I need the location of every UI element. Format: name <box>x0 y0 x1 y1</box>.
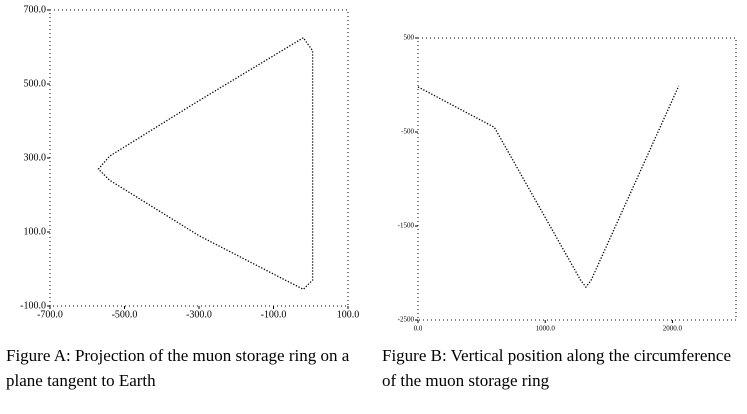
y-tick-label: -2500 <box>398 316 415 324</box>
caption-a: Figure A: Projection of the muon storage… <box>6 346 350 390</box>
y-tick-label: 300.0 <box>24 152 47 163</box>
y-tick-label: 100.0 <box>24 226 47 237</box>
caption-b: Figure B: Vertical position along the ci… <box>382 346 732 390</box>
y-tick-label: -1500 <box>398 222 415 230</box>
x-tick-label: -300.0 <box>186 309 212 320</box>
y-tick-label: -100.0 <box>20 300 46 311</box>
y-tick-label: -500 <box>401 128 414 136</box>
x-tick-label: 2000.0 <box>663 325 683 333</box>
plot-frame <box>49 9 349 307</box>
y-tick-label: 700.0 <box>24 4 47 15</box>
x-tick-label: 0.0 <box>414 325 423 333</box>
x-tick-label: -700.0 <box>37 309 63 320</box>
x-tick-label: 100.0 <box>337 309 360 320</box>
data-line <box>417 85 680 289</box>
x-tick-label: -500.0 <box>112 309 138 320</box>
plot-frame <box>417 37 737 321</box>
y-tick-label: 500.0 <box>24 78 47 89</box>
x-tick-label: -100.0 <box>261 309 287 320</box>
y-tick-label: 500 <box>404 34 415 42</box>
data-line <box>97 37 314 291</box>
x-tick-label: 1000.0 <box>536 325 556 333</box>
figures: -100.0 100.0 300.0 500.0 700.0 -700.0 -500.0 -3… <box>20 4 737 333</box>
